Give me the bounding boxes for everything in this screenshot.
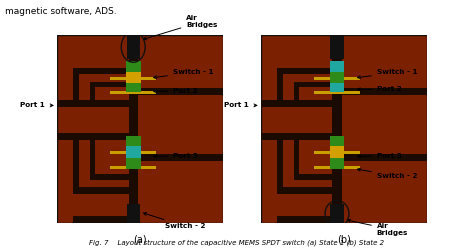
Bar: [73, 74, 80, 100]
Bar: [127, 35, 140, 59]
Bar: [73, 140, 80, 187]
Bar: [329, 72, 345, 83]
Bar: [329, 136, 345, 146]
Bar: [126, 83, 141, 92]
Bar: [314, 91, 360, 94]
Text: Switch - 2: Switch - 2: [144, 213, 205, 229]
Bar: [126, 136, 141, 146]
Text: magnetic software, ADS.: magnetic software, ADS.: [5, 7, 116, 16]
Bar: [277, 187, 332, 194]
Bar: [329, 146, 345, 158]
Text: Port 1: Port 1: [224, 102, 257, 108]
Bar: [73, 217, 135, 223]
Text: Switch - 2: Switch - 2: [357, 168, 417, 179]
Bar: [277, 217, 338, 223]
Bar: [73, 187, 128, 194]
Bar: [57, 100, 128, 107]
Text: Switch - 1: Switch - 1: [357, 69, 417, 79]
Bar: [294, 82, 332, 88]
Text: Air
Bridges: Air Bridges: [347, 219, 408, 236]
Bar: [294, 140, 299, 174]
Bar: [90, 88, 95, 100]
Bar: [138, 154, 223, 161]
Bar: [294, 174, 332, 180]
Bar: [330, 35, 344, 59]
Bar: [128, 35, 138, 223]
Bar: [314, 77, 360, 80]
Bar: [110, 166, 156, 169]
Bar: [90, 82, 128, 88]
Text: Switch - 1: Switch - 1: [154, 69, 213, 79]
Bar: [138, 88, 223, 95]
Bar: [329, 83, 345, 92]
Bar: [57, 133, 128, 140]
Bar: [314, 166, 360, 169]
Bar: [110, 91, 156, 94]
Bar: [126, 72, 141, 83]
Bar: [330, 204, 344, 223]
Bar: [73, 67, 128, 74]
Bar: [342, 88, 427, 95]
Bar: [126, 61, 141, 72]
Text: Port 2: Port 2: [357, 86, 401, 92]
Text: (a): (a): [133, 235, 146, 245]
Bar: [90, 174, 128, 180]
Text: Port 3: Port 3: [357, 153, 401, 159]
Bar: [277, 67, 332, 74]
Bar: [314, 151, 360, 155]
Text: Port 3: Port 3: [154, 153, 198, 159]
Bar: [329, 61, 345, 72]
Bar: [277, 140, 283, 187]
Text: Port 1: Port 1: [20, 102, 53, 108]
Bar: [127, 204, 140, 223]
Text: Air
Bridges: Air Bridges: [144, 15, 218, 40]
Bar: [110, 77, 156, 80]
Bar: [90, 140, 95, 174]
Bar: [261, 100, 332, 107]
Bar: [294, 88, 299, 100]
Bar: [126, 146, 141, 158]
Bar: [277, 74, 283, 100]
Text: Fig. 7    Layout structure of the capacitive MEMS SPDT switch (a) State 1 (b) St: Fig. 7 Layout structure of the capacitiv…: [90, 239, 384, 246]
Bar: [342, 154, 427, 161]
Bar: [261, 133, 332, 140]
Bar: [110, 151, 156, 155]
Text: (b): (b): [337, 235, 351, 245]
Bar: [329, 158, 345, 169]
Text: Port 2: Port 2: [154, 88, 198, 94]
Bar: [126, 158, 141, 169]
Bar: [332, 35, 342, 223]
